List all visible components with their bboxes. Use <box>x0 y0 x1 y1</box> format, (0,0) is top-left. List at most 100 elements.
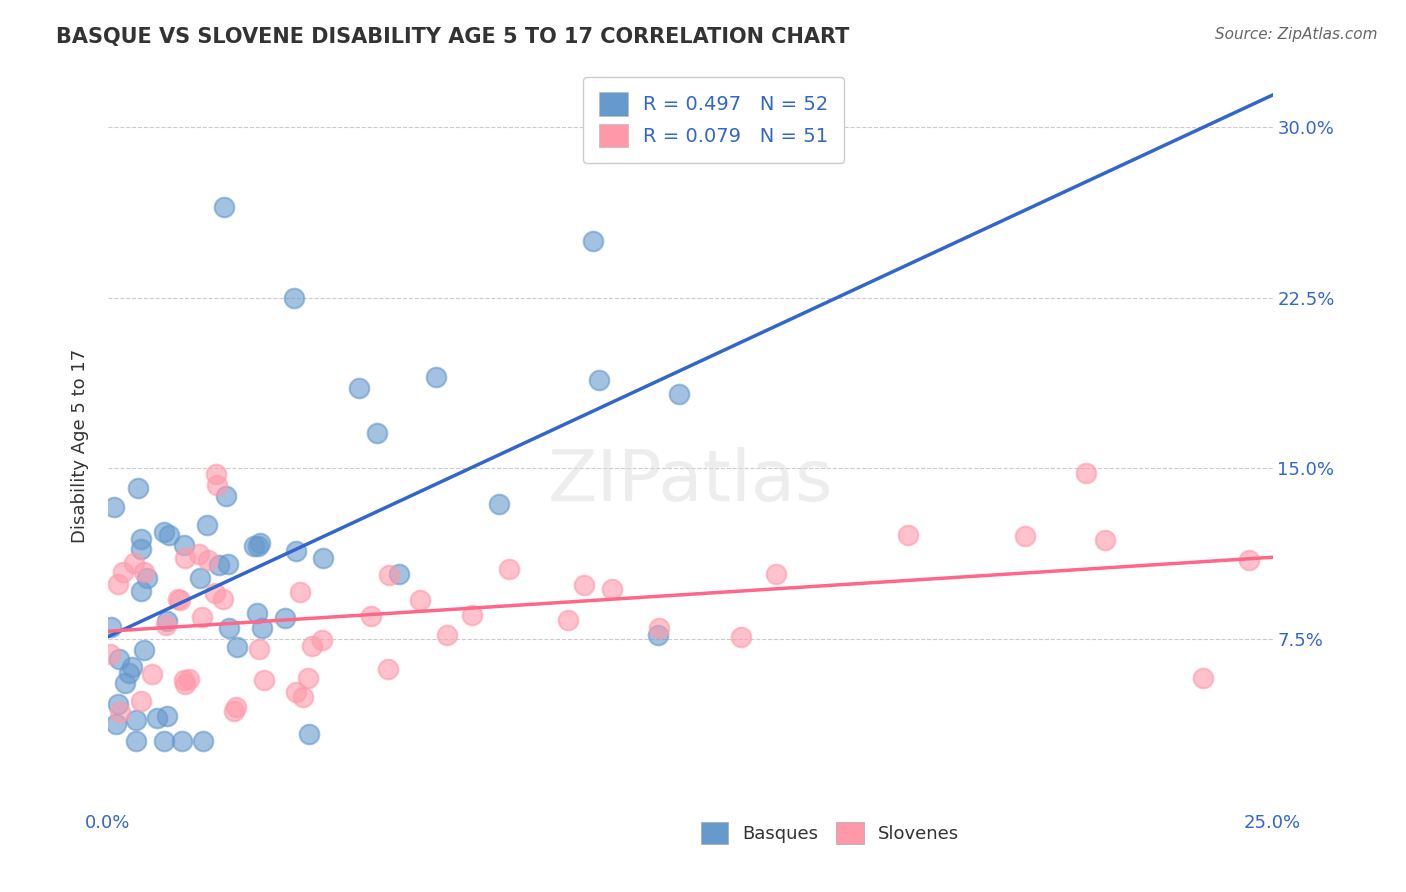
Point <box>124 556 146 570</box>
Point <box>274 611 297 625</box>
Point <box>347 381 370 395</box>
Point <box>107 697 129 711</box>
Point <box>284 544 307 558</box>
Point <box>141 666 163 681</box>
Point <box>153 734 176 748</box>
Point <box>100 620 122 634</box>
Point <box>253 673 276 688</box>
Point <box>108 652 131 666</box>
Point <box>131 584 153 599</box>
Point <box>118 665 141 680</box>
Point <box>190 610 212 624</box>
Point <box>311 633 333 648</box>
Point <box>284 685 307 699</box>
Point <box>107 576 129 591</box>
Point <box>377 662 399 676</box>
Point <box>290 585 312 599</box>
Point <box>195 518 218 533</box>
Point <box>218 621 240 635</box>
Point <box>153 524 176 539</box>
Point <box>301 639 323 653</box>
Point <box>311 551 333 566</box>
Y-axis label: Disability Age 5 to 17: Disability Age 5 to 17 <box>72 349 89 542</box>
Point <box>114 676 136 690</box>
Point <box>298 727 321 741</box>
Point <box>488 498 510 512</box>
Point <box>377 568 399 582</box>
Point <box>208 558 231 573</box>
Point <box>124 714 146 728</box>
Point <box>1014 529 1036 543</box>
Point <box>127 481 149 495</box>
Point <box>648 621 671 635</box>
Point <box>765 566 787 581</box>
Point <box>297 671 319 685</box>
Point <box>129 694 152 708</box>
Point <box>188 571 211 585</box>
Point <box>572 578 595 592</box>
Point <box>246 539 269 553</box>
Point <box>167 591 190 606</box>
Point <box>111 565 134 579</box>
Point <box>588 373 610 387</box>
Point <box>425 370 447 384</box>
Point <box>1239 553 1261 567</box>
Point <box>173 673 195 687</box>
Point <box>360 608 382 623</box>
Point <box>1094 533 1116 547</box>
Point <box>557 613 579 627</box>
Point <box>224 704 246 718</box>
Point <box>246 606 269 620</box>
Point <box>283 291 305 305</box>
Point <box>205 478 228 492</box>
Point <box>436 628 458 642</box>
Point <box>157 528 180 542</box>
Legend: R = 0.497   N = 52, R = 0.079   N = 51: R = 0.497 N = 52, R = 0.079 N = 51 <box>583 77 844 163</box>
Point <box>366 425 388 440</box>
Point <box>108 705 131 719</box>
Point <box>191 734 214 748</box>
Point <box>292 690 315 704</box>
Text: BASQUE VS SLOVENE DISABILITY AGE 5 TO 17 CORRELATION CHART: BASQUE VS SLOVENE DISABILITY AGE 5 TO 17… <box>56 27 849 46</box>
Point <box>249 535 271 549</box>
Point <box>174 551 197 566</box>
Point <box>104 716 127 731</box>
Point <box>169 592 191 607</box>
Point <box>156 708 179 723</box>
Point <box>124 734 146 748</box>
Point <box>156 614 179 628</box>
Point <box>132 565 155 579</box>
Point <box>146 711 169 725</box>
Point <box>498 562 520 576</box>
Point <box>1076 466 1098 480</box>
Point <box>225 699 247 714</box>
Point <box>408 593 430 607</box>
Point <box>177 673 200 687</box>
Point <box>600 582 623 596</box>
Point <box>214 200 236 214</box>
Point <box>247 641 270 656</box>
Point <box>155 618 177 632</box>
Text: ZIPatlas: ZIPatlas <box>547 448 834 516</box>
Point <box>388 567 411 582</box>
Point <box>582 234 605 248</box>
Point <box>205 467 228 481</box>
Point <box>135 571 157 585</box>
Point <box>103 500 125 515</box>
Point <box>730 631 752 645</box>
Point <box>173 677 195 691</box>
Point <box>173 538 195 552</box>
Point <box>217 557 239 571</box>
Point <box>188 548 211 562</box>
Point <box>243 539 266 553</box>
Point <box>121 660 143 674</box>
Point <box>212 592 235 607</box>
Point <box>172 734 194 748</box>
Point <box>197 553 219 567</box>
Point <box>647 627 669 641</box>
Point <box>897 528 920 542</box>
Point <box>204 585 226 599</box>
Point <box>461 607 484 622</box>
Point <box>226 640 249 654</box>
Point <box>98 647 121 661</box>
